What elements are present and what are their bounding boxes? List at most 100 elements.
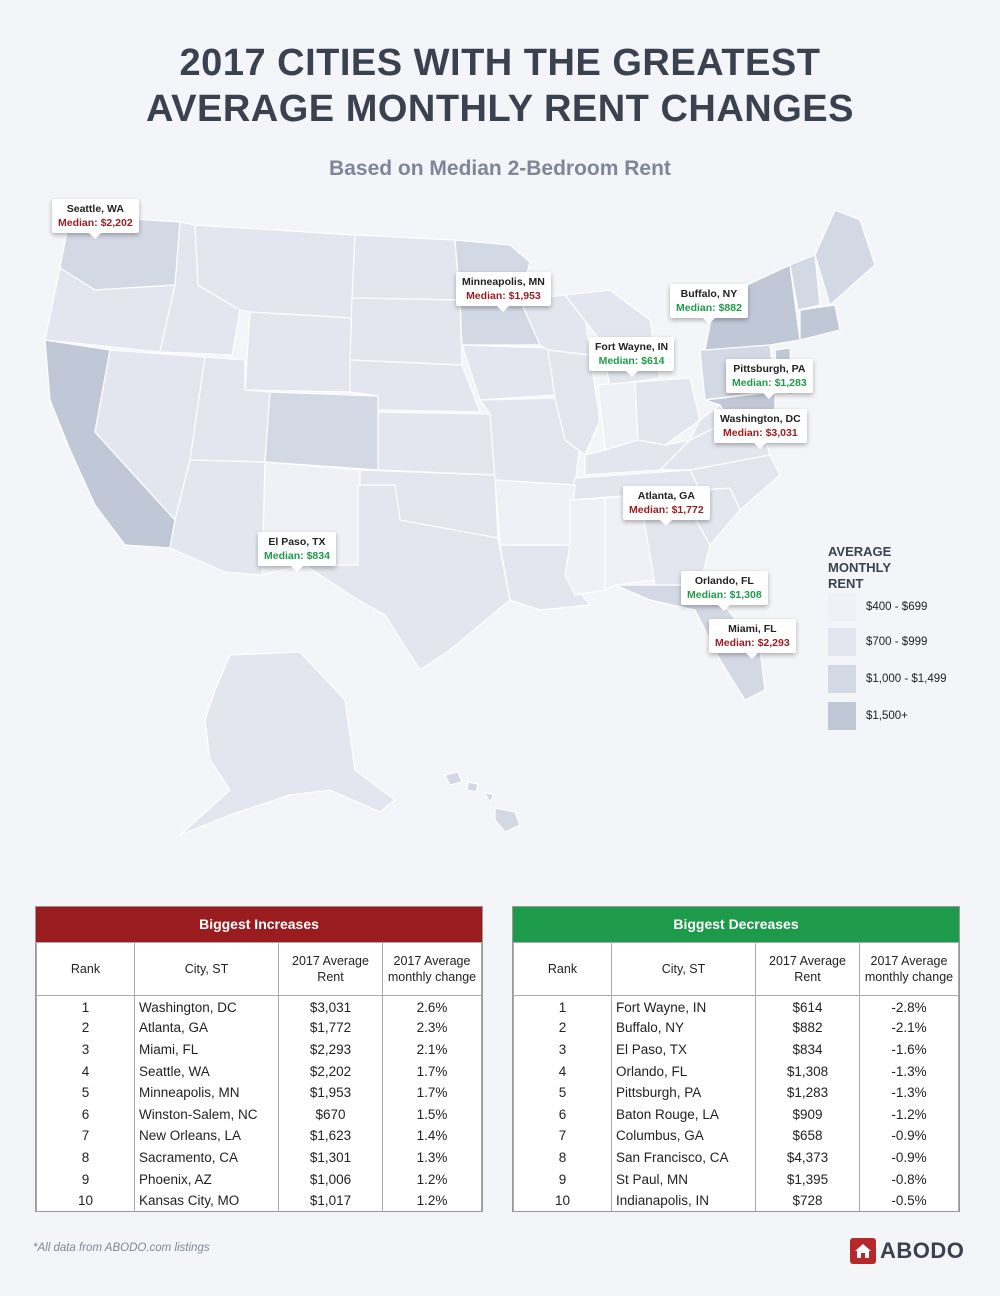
callout-city: Seattle, WA <box>66 203 124 215</box>
city-cell: St Paul, MN <box>611 1168 756 1190</box>
legend-item: $1,000 - $1,499 <box>828 665 947 693</box>
callout-city: Atlanta, GA <box>637 490 695 502</box>
rank-cell: 7 <box>513 1125 612 1147</box>
legend-label: $1,500+ <box>866 710 908 722</box>
table-row: 4 Seattle, WA $2,202 1.7% <box>36 1060 482 1082</box>
callout-atlanta: Atlanta, GA Median: $1,772 <box>623 486 710 526</box>
rent-cell: $882 <box>755 1017 860 1039</box>
city-cell: New Orleans, LA <box>134 1125 279 1147</box>
col-rent: 2017 Average Rent <box>755 942 860 996</box>
state-alaska <box>179 651 396 836</box>
table-row: 2 Buffalo, NY $882 -2.1% <box>513 1017 959 1039</box>
table-row: 10 Kansas City, MO $1,017 1.2% <box>36 1189 482 1212</box>
col-city: City, ST <box>611 942 756 996</box>
rent-cell: $614 <box>755 995 860 1018</box>
rent-cell: $1,283 <box>755 1081 860 1104</box>
city-cell: Fort Wayne, IN <box>611 995 756 1018</box>
page-subtitle: Based on Median 2-Bedroom Rent <box>329 157 671 180</box>
us-rent-map <box>44 209 876 836</box>
change-cell: 2.1% <box>382 1038 482 1061</box>
state-hawaii-3 <box>483 791 495 803</box>
title-line-2: AVERAGE MONTHLY RENT CHANGES <box>146 88 854 130</box>
rank-cell: 5 <box>36 1081 135 1104</box>
table-row: 6 Winston-Salem, NC $670 1.5% <box>36 1103 482 1126</box>
table-row: 1 Fort Wayne, IN $614 -2.8% <box>513 995 959 1018</box>
table-row: 3 El Paso, TX $834 -1.6% <box>513 1038 959 1061</box>
abodo-logo: ABODO <box>850 1238 964 1264</box>
table-row: 8 San Francisco, CA $4,373 -0.9% <box>513 1146 959 1169</box>
rent-cell: $728 <box>755 1189 860 1212</box>
table-row: 6 Baton Rouge, LA $909 -1.2% <box>513 1103 959 1126</box>
legend-label: $400 - $699 <box>866 601 928 613</box>
col-rent: 2017 Average Rent <box>278 942 383 996</box>
col-rank: Rank <box>36 942 135 996</box>
rank-cell: 2 <box>36 1017 135 1039</box>
legend-item: $400 - $699 <box>828 593 927 621</box>
state-hawaii-1 <box>444 771 463 786</box>
callout-city: Minneapolis, MN <box>462 276 545 288</box>
rent-cell: $834 <box>755 1038 860 1061</box>
change-cell: 1.3% <box>382 1146 482 1169</box>
table-row: 5 Pittsburgh, PA $1,283 -1.3% <box>513 1081 959 1104</box>
state-colorado <box>264 391 379 471</box>
city-cell: Kansas City, MO <box>134 1189 279 1212</box>
callout-city: Orlando, FL <box>694 575 754 587</box>
house-icon <box>850 1238 876 1264</box>
legend-item: $1,500+ <box>828 702 908 730</box>
col-city: City, ST <box>134 942 279 996</box>
callout-washington: Washington, DC Median: $3,031 <box>714 409 807 449</box>
state-hawaii-2 <box>466 781 479 793</box>
callout-city: Washington, DC <box>720 413 801 425</box>
city-cell: Orlando, FL <box>611 1060 756 1082</box>
change-cell: -1.3% <box>859 1060 959 1082</box>
table-row: 7 New Orleans, LA $1,623 1.4% <box>36 1125 482 1147</box>
decreases-header: Biggest Decreases <box>513 907 959 942</box>
change-cell: -0.8% <box>859 1168 959 1190</box>
rent-cell: $3,031 <box>278 995 383 1018</box>
state-nebraska <box>349 359 481 413</box>
rent-cell: $1,006 <box>278 1168 383 1190</box>
state-north-dakota <box>351 234 461 301</box>
city-cell: Phoenix, AZ <box>134 1168 279 1190</box>
rent-cell: $1,308 <box>755 1060 860 1082</box>
rent-cell: $2,293 <box>278 1038 383 1061</box>
brand-name: ABODO <box>880 1238 965 1263</box>
legend-swatch <box>828 665 856 693</box>
rent-cell: $1,772 <box>278 1017 383 1039</box>
table-row: 7 Columbus, GA $658 -0.9% <box>513 1125 959 1147</box>
table-row: 2 Atlanta, GA $1,772 2.3% <box>36 1017 482 1039</box>
rank-cell: 7 <box>36 1125 135 1147</box>
change-cell: 1.7% <box>382 1081 482 1104</box>
callout-median: Median: $1,283 <box>732 377 807 389</box>
callout-el-paso: El Paso, TX Median: $834 <box>258 532 336 572</box>
callout-city: Miami, FL <box>728 623 777 635</box>
table-row: 9 Phoenix, AZ $1,006 1.2% <box>36 1168 482 1190</box>
rank-cell: 8 <box>513 1146 612 1169</box>
change-cell: 1.5% <box>382 1103 482 1126</box>
city-cell: Winston-Salem, NC <box>134 1103 279 1126</box>
city-cell: Seattle, WA <box>134 1060 279 1082</box>
state-wyoming <box>244 311 353 393</box>
state-ohio <box>634 377 701 446</box>
callout-city: Buffalo, NY <box>680 288 738 300</box>
rent-cell: $1,623 <box>278 1125 383 1147</box>
state-arkansas <box>494 479 576 546</box>
city-cell: Minneapolis, MN <box>134 1081 279 1104</box>
rent-cell: $909 <box>755 1103 860 1126</box>
rank-cell: 6 <box>36 1103 135 1126</box>
rank-cell: 4 <box>36 1060 135 1082</box>
rank-cell: 10 <box>36 1189 135 1212</box>
state-vermont-nh <box>789 254 821 311</box>
rank-cell: 3 <box>513 1038 612 1061</box>
change-cell: -0.9% <box>859 1146 959 1169</box>
change-cell: -0.9% <box>859 1125 959 1147</box>
callout-median: Median: $1,308 <box>687 589 762 601</box>
legend-label: $700 - $999 <box>866 636 928 648</box>
table-row: 1 Washington, DC $3,031 2.6% <box>36 995 482 1018</box>
increases-table: Biggest Increases Rank City, ST 2017 Ave… <box>35 906 483 1213</box>
callout-median: Median: $1,772 <box>629 504 704 516</box>
city-cell: El Paso, TX <box>611 1038 756 1061</box>
callout-pittsburgh: Pittsburgh, PA Median: $1,283 <box>726 359 813 399</box>
callout-fort-wayne: Fort Wayne, IN Median: $614 <box>589 337 675 377</box>
rent-cell: $1,017 <box>278 1189 383 1212</box>
